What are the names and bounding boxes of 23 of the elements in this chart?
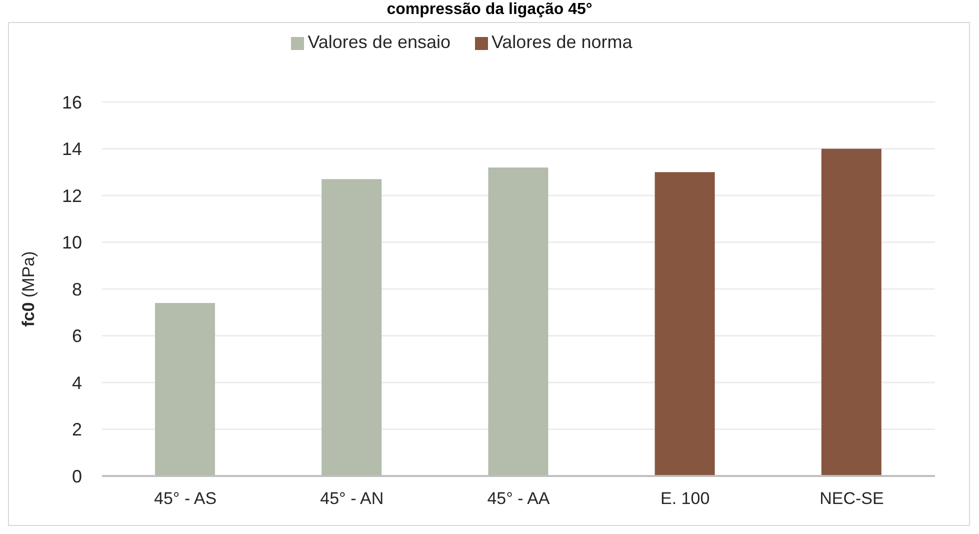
- bar: [821, 148, 882, 476]
- y-tick-label: 8: [72, 279, 82, 300]
- y-tick-label: 14: [62, 139, 82, 160]
- y-tick-label: 16: [62, 92, 82, 112]
- y-tick-label: 6: [72, 326, 82, 346]
- chart-title: compressão da ligação 45°: [386, 0, 594, 20]
- legend-label: Valores de norma: [492, 32, 632, 52]
- y-tick-label: 0: [72, 466, 82, 486]
- legend-label: Valores de ensaio: [308, 32, 450, 52]
- x-tick-label: E. 100: [660, 489, 710, 508]
- y-tick-label: 4: [72, 372, 82, 393]
- y-axis-title: fc0 (MPa): [19, 251, 38, 327]
- y-tick-label: 10: [62, 232, 82, 253]
- x-tick-label: NEC-SE: [820, 489, 884, 508]
- y-tick-label: 2: [72, 420, 82, 440]
- y-tick-label: 12: [62, 186, 82, 206]
- bar: [488, 167, 548, 476]
- x-tick-label: 45° - AN: [320, 489, 384, 508]
- bar: [155, 303, 215, 476]
- bar: [322, 179, 382, 476]
- bar: [654, 172, 715, 476]
- x-tick-label: 45° - AA: [487, 489, 550, 508]
- x-tick-label: 45° - AS: [154, 489, 217, 508]
